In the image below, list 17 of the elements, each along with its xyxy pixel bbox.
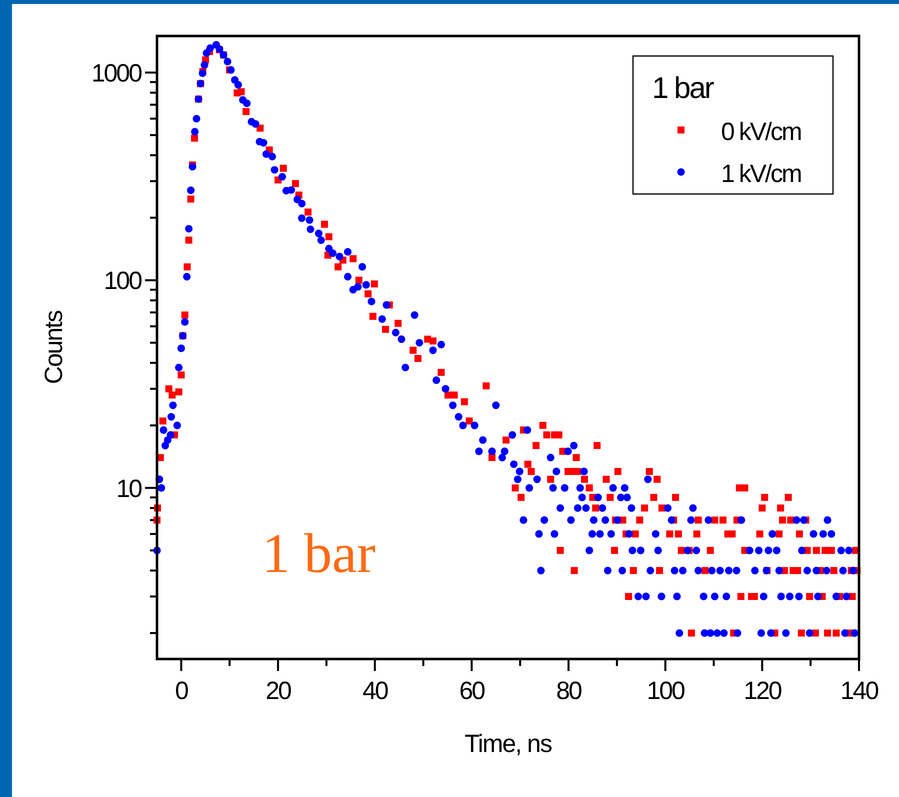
y-tick-label: 1000 xyxy=(91,60,142,88)
x-tick-label: 100 xyxy=(646,677,685,705)
x-tick-label: 20 xyxy=(266,677,292,705)
x-tick-label: 0 xyxy=(175,677,188,705)
legend-label: 0 kV/cm xyxy=(721,118,802,146)
y-axis-title: Counts xyxy=(40,310,68,384)
x-tick-label: 60 xyxy=(459,677,485,705)
x-tick-label: 120 xyxy=(744,677,782,705)
annotation: 1 bar xyxy=(262,523,376,585)
legend-label: 1 kV/cm xyxy=(721,160,802,188)
x-tick-label: 80 xyxy=(556,677,582,705)
legend-title: 1 bar xyxy=(652,72,714,105)
x-axis-title: Time, ns xyxy=(464,730,552,758)
y-tick-label: 100 xyxy=(104,267,142,296)
y-tick-label: 10 xyxy=(116,474,142,503)
x-tick-label: 140 xyxy=(840,677,878,705)
x-tick-label: 40 xyxy=(362,677,388,705)
